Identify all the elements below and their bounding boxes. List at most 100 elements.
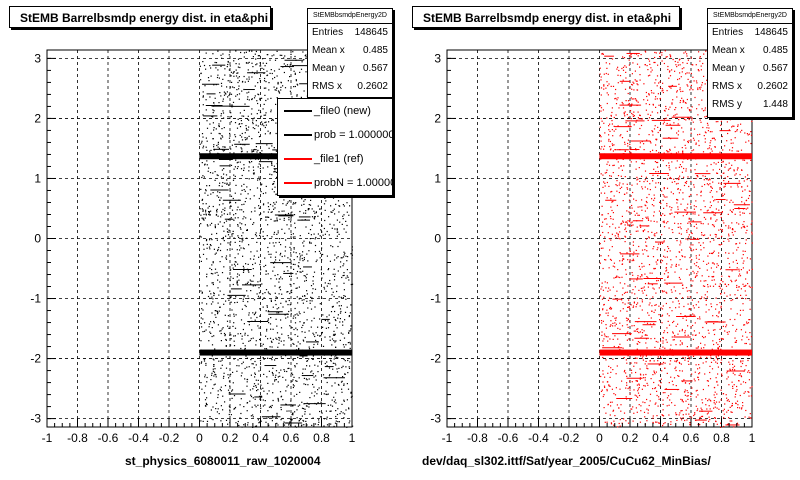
data-point bbox=[604, 172, 606, 174]
data-point bbox=[327, 393, 329, 395]
data-point bbox=[222, 225, 224, 227]
data-point bbox=[274, 186, 276, 188]
data-point bbox=[632, 224, 634, 226]
data-point bbox=[238, 236, 240, 239]
data-point bbox=[662, 160, 664, 162]
data-point bbox=[202, 61, 204, 63]
data-point bbox=[308, 378, 310, 380]
data-point bbox=[238, 85, 240, 87]
data-point bbox=[246, 186, 248, 188]
data-point bbox=[664, 196, 666, 198]
data-point bbox=[328, 367, 331, 369]
data-point bbox=[710, 357, 712, 359]
data-point bbox=[713, 359, 715, 361]
data-point bbox=[743, 159, 746, 161]
data-point bbox=[631, 73, 633, 75]
data-point bbox=[676, 178, 678, 180]
data-point bbox=[691, 232, 693, 235]
data-point bbox=[209, 152, 211, 154]
data-point bbox=[339, 266, 342, 268]
data-point bbox=[736, 400, 739, 402]
data-point bbox=[671, 161, 673, 163]
data-point bbox=[606, 81, 608, 83]
data-point bbox=[718, 237, 720, 239]
data-point bbox=[643, 159, 645, 161]
data-point bbox=[655, 340, 657, 343]
data-point bbox=[626, 384, 628, 386]
data-point bbox=[231, 81, 233, 83]
data-point bbox=[333, 340, 335, 342]
data-point bbox=[223, 222, 225, 224]
data-point bbox=[241, 150, 243, 152]
data-point bbox=[719, 283, 721, 285]
data-point bbox=[718, 408, 720, 410]
data-point bbox=[663, 290, 665, 292]
data-point bbox=[614, 266, 616, 268]
data-point bbox=[681, 284, 684, 286]
data-point bbox=[241, 209, 243, 211]
data-point bbox=[645, 103, 647, 105]
data-point bbox=[616, 185, 618, 187]
data-point bbox=[287, 362, 290, 364]
data-point bbox=[679, 293, 681, 295]
data-point bbox=[242, 247, 244, 249]
data-point bbox=[642, 355, 644, 357]
data-point bbox=[346, 202, 348, 204]
data-point bbox=[332, 273, 334, 275]
data-point bbox=[207, 225, 209, 227]
data-point bbox=[241, 189, 243, 191]
data-point bbox=[265, 112, 267, 114]
data-point bbox=[328, 299, 330, 301]
data-point bbox=[318, 419, 320, 421]
data-point bbox=[669, 176, 671, 179]
data-point bbox=[694, 169, 696, 171]
data-point bbox=[645, 200, 647, 203]
data-point bbox=[650, 90, 652, 92]
data-point bbox=[750, 131, 752, 133]
data-point bbox=[202, 95, 204, 97]
data-point bbox=[267, 382, 269, 384]
data-point bbox=[666, 269, 668, 271]
data-point bbox=[208, 323, 211, 325]
data-point bbox=[259, 308, 261, 310]
data-point bbox=[229, 357, 231, 359]
data-point bbox=[329, 339, 331, 341]
data-point bbox=[708, 420, 710, 422]
data-point bbox=[291, 418, 293, 420]
data-point bbox=[646, 250, 648, 252]
data-point bbox=[270, 340, 273, 342]
data-point bbox=[218, 77, 220, 79]
data-point bbox=[677, 78, 679, 81]
data-point bbox=[222, 136, 224, 138]
data-point bbox=[252, 263, 254, 266]
data-point bbox=[233, 408, 235, 410]
data-point bbox=[237, 118, 239, 120]
data-point bbox=[655, 96, 657, 98]
data-point bbox=[222, 98, 224, 100]
data-point bbox=[637, 206, 639, 208]
data-point bbox=[247, 62, 249, 64]
data-point bbox=[687, 398, 689, 400]
data-point bbox=[327, 282, 329, 285]
data-point bbox=[234, 217, 236, 219]
data-point bbox=[243, 115, 245, 117]
data-point bbox=[211, 312, 213, 314]
data-point bbox=[311, 216, 314, 218]
data-point bbox=[691, 150, 693, 152]
data-point bbox=[723, 193, 726, 195]
data-point bbox=[221, 256, 223, 258]
data-point bbox=[225, 338, 227, 341]
data-point bbox=[254, 128, 256, 130]
data-point bbox=[312, 288, 314, 290]
data-point bbox=[248, 166, 250, 168]
data-point bbox=[646, 347, 648, 349]
data-point bbox=[629, 110, 632, 112]
data-point bbox=[615, 103, 618, 105]
data-point bbox=[302, 242, 304, 244]
data-point bbox=[302, 324, 304, 326]
data-point bbox=[662, 337, 664, 339]
data-point bbox=[275, 89, 277, 91]
data-point bbox=[268, 370, 270, 372]
data-point bbox=[605, 324, 607, 326]
data-point bbox=[257, 82, 259, 84]
